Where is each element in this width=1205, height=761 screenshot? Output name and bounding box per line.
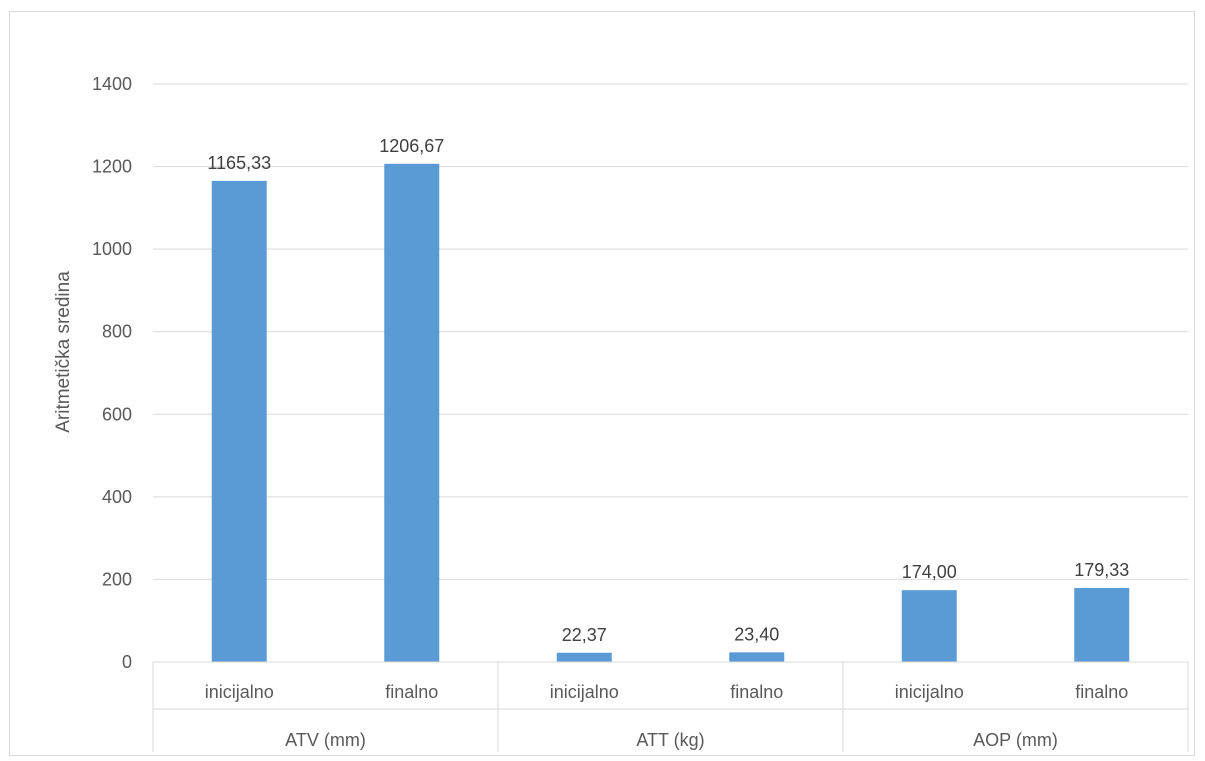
data-label: 22,37 (562, 625, 607, 645)
bar (556, 652, 612, 662)
y-axis-ticks: 0 200 400 600 800 1000 1200 1400 (92, 74, 132, 672)
bar (1074, 587, 1130, 662)
y-axis-label: Aritmetička sredina (53, 271, 74, 433)
y-tick-label: 1400 (92, 74, 132, 94)
category-label: finalno (1075, 682, 1128, 702)
category-label: inicijalno (550, 682, 619, 702)
category-label: inicijalno (895, 682, 964, 702)
bar (211, 180, 267, 662)
x-axis: inicijalno finalno ATV (mm) inicijalno final… (152, 661, 1189, 752)
data-label: 1206,67 (379, 136, 444, 156)
y-tick-label: 400 (102, 487, 132, 507)
y-tick-label: 0 (122, 652, 132, 672)
data-label: 23,40 (734, 624, 779, 644)
chart-frame (9, 11, 1195, 756)
category-label: finalno (385, 682, 438, 702)
bar (729, 652, 785, 662)
bars (211, 163, 1130, 662)
category-label: inicijalno (205, 682, 274, 702)
data-labels: 1165,33 1206,67 22,37 23,40 174,00 179,33 (207, 136, 1129, 645)
data-label: 1165,33 (207, 153, 271, 173)
data-label: 179,33 (1074, 560, 1129, 580)
y-tick-label: 200 (102, 569, 132, 589)
y-tick-label: 800 (102, 322, 132, 342)
y-tick-label: 600 (102, 404, 132, 424)
group-label: AOP (mm) (973, 730, 1058, 750)
y-tick-label: 1000 (92, 239, 132, 259)
bar (384, 163, 440, 662)
group-label: ATV (mm) (285, 730, 366, 750)
group-label: ATT (kg) (636, 730, 704, 750)
gridlines (153, 83, 1188, 580)
y-tick-label: 1200 (92, 157, 132, 177)
bar (901, 590, 957, 662)
category-label: finalno (730, 682, 783, 702)
data-label: 174,00 (902, 562, 957, 582)
